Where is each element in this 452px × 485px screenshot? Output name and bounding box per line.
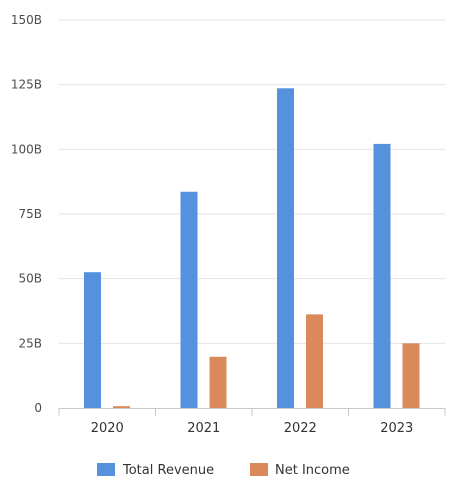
x-tick-label: 2020 — [91, 421, 124, 436]
y-tick-label: 50B — [18, 272, 42, 286]
legend-label: Net Income — [275, 463, 350, 478]
y-tick-label: 100B — [11, 142, 42, 156]
bar-net-income-2022[interactable] — [306, 314, 323, 408]
bar-net-income-2021[interactable] — [209, 356, 227, 408]
bar-total-revenue-2021[interactable] — [180, 191, 198, 408]
bars — [84, 88, 420, 409]
y-tick-label: 0 — [34, 401, 42, 415]
legend-swatch — [97, 463, 115, 476]
legend-item[interactable]: Net Income — [250, 463, 350, 478]
legend-swatch — [250, 463, 268, 476]
bar-total-revenue-2020[interactable] — [84, 272, 101, 408]
legend-label: Total Revenue — [122, 463, 214, 478]
bar-total-revenue-2022[interactable] — [277, 88, 294, 409]
y-axis-ticks: 0 25B 50B 75B 100B 125B 150B — [11, 13, 42, 415]
x-axis: 2020 2021 2022 2023 — [58, 408, 446, 436]
x-tick-label: 2023 — [380, 421, 413, 436]
legend: Total Revenue Net Income — [97, 463, 350, 478]
bar-net-income-2020[interactable] — [113, 406, 130, 408]
legend-item[interactable]: Total Revenue — [97, 463, 214, 478]
y-tick-label: 75B — [18, 207, 42, 221]
bar-total-revenue-2023[interactable] — [373, 143, 391, 408]
y-tick-label: 150B — [11, 13, 42, 27]
y-tick-label: 25B — [18, 336, 42, 350]
y-tick-label: 125B — [11, 78, 42, 92]
x-tick-label: 2022 — [284, 421, 317, 436]
x-tick-label: 2021 — [187, 421, 220, 436]
bar-net-income-2023[interactable] — [402, 343, 420, 408]
